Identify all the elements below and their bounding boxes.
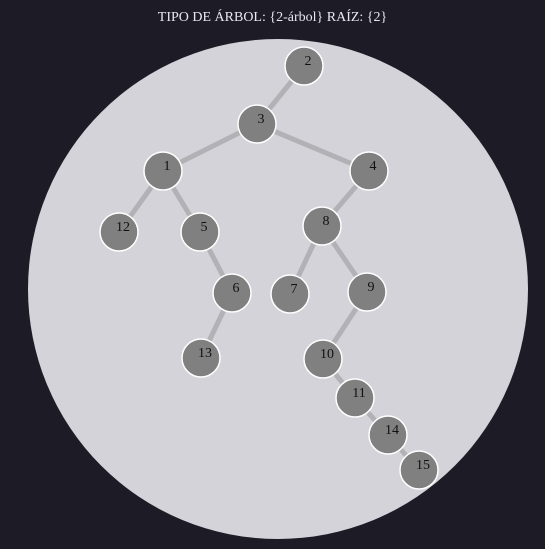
node-circle [302,206,342,246]
tree-node-7[interactable]: 7 [270,274,310,314]
tree-node-1[interactable]: 1 [143,151,183,191]
tree-node-2[interactable]: 2 [284,46,324,86]
node-label: 13 [198,346,212,361]
tree-node-8[interactable]: 8 [302,206,342,246]
tree-node-3[interactable]: 3 [237,104,277,144]
edge-3-4 [256,121,370,174]
node-label: 15 [416,458,430,473]
tree-node-15[interactable]: 15 [399,450,439,490]
node-label: 3 [258,112,265,127]
node-label: 9 [368,280,375,295]
node-circle [237,104,277,144]
node-label: 4 [370,159,377,174]
node-label: 6 [233,281,240,296]
node-label: 5 [201,220,208,235]
node-circle [181,338,221,378]
tree-node-12[interactable]: 12 [99,212,139,252]
tree-node-5[interactable]: 5 [180,212,220,252]
node-label: 14 [385,423,399,438]
node-circle [270,274,310,314]
node-label: 2 [305,54,312,69]
node-circle [335,378,375,418]
node-label: 10 [320,347,334,362]
node-label: 12 [116,220,130,235]
tree-node-6[interactable]: 6 [212,273,252,313]
tree-node-14[interactable]: 14 [368,415,408,455]
node-circle [303,339,343,379]
node-circle [368,415,408,455]
tree-node-11[interactable]: 11 [335,378,375,418]
page-title: TIPO DE ÁRBOL: {2-árbol} RAÍZ: {2} [157,10,388,25]
node-circle [349,151,389,191]
tree-node-4[interactable]: 4 [349,151,389,191]
node-label: 11 [352,386,365,401]
node-circle [212,273,252,313]
node-circle [284,46,324,86]
node-circle [143,151,183,191]
tree-node-10[interactable]: 10 [303,339,343,379]
node-circle [99,212,139,252]
node-circle [399,450,439,490]
node-label: 8 [323,214,330,229]
node-circle [347,272,387,312]
tree-node-9[interactable]: 9 [347,272,387,312]
node-label: 7 [291,282,298,297]
node-label: 1 [164,159,171,174]
node-circle [180,212,220,252]
tree-node-13[interactable]: 13 [181,338,221,378]
